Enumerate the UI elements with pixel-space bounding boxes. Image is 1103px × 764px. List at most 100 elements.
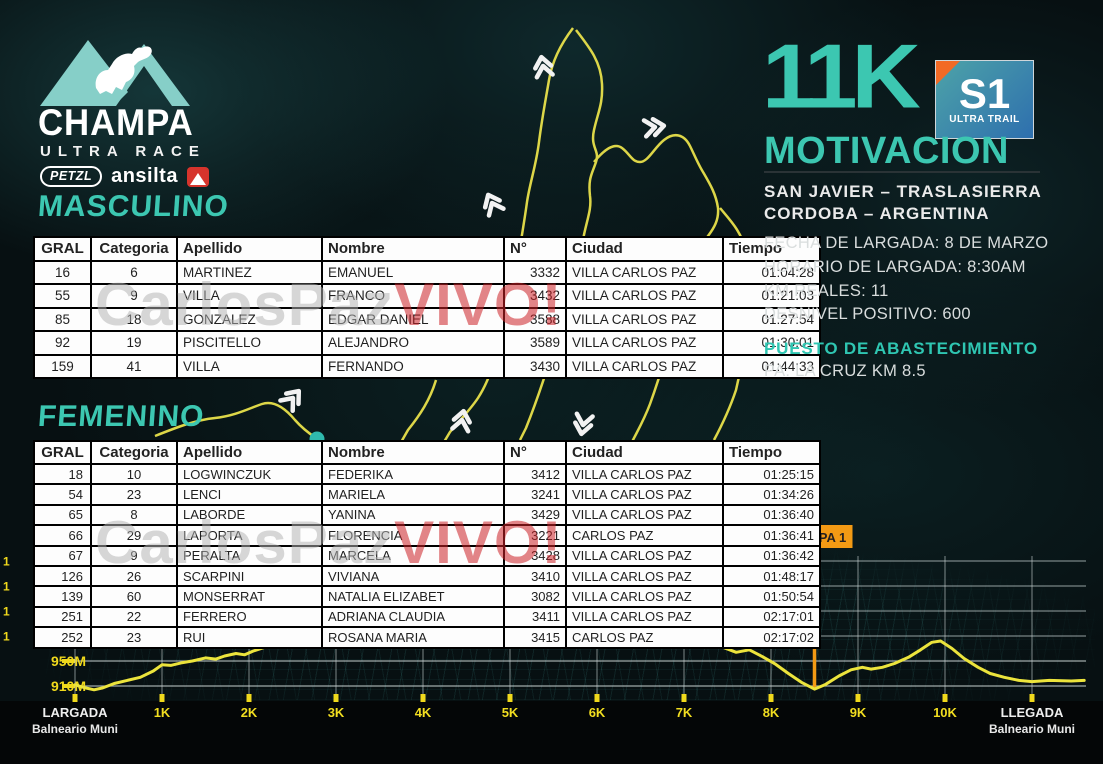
watermark: CarlosPazVIVO!	[95, 270, 563, 339]
pa1-flag-label: PA 1	[819, 530, 846, 545]
x-axis-label: 6K	[589, 705, 606, 720]
table-cell: YANINA	[321, 503, 505, 527]
route-direction-chevron-icon	[641, 116, 667, 139]
table-row: 55 9 VILLA FRANCO 3432 VILLA CARLOS PAZ 01:21:…	[33, 283, 821, 309]
table-cell: MARTINEZ	[176, 259, 323, 285]
table-cell: 251	[33, 605, 92, 629]
table-cell: 01:48:17	[722, 564, 821, 588]
badge-corner-triangle	[936, 61, 960, 85]
table-cell: 01:30:01	[722, 330, 821, 356]
x-axis-sublabel: Balneario Muni	[989, 722, 1075, 736]
route-direction-chevron-icon	[482, 192, 506, 218]
table-cell: 01:44:33	[722, 353, 821, 379]
table-cell: 3332	[503, 259, 567, 285]
table-cell: VILLA CARLOS PAZ	[565, 544, 724, 567]
table-cell: LOGWINCZUK	[176, 462, 323, 486]
y-axis-partial-label: 1	[3, 630, 10, 644]
table-cell: 01:36:42	[722, 544, 821, 567]
table-cell: 3415	[503, 626, 567, 649]
bottom-band	[0, 701, 1103, 764]
table-cell: 3412	[503, 462, 567, 486]
table-cell: 23	[90, 483, 178, 506]
badge-label: ULTRA TRAIL	[949, 114, 1020, 125]
column-header: Nombre	[321, 236, 505, 262]
x-axis-tick	[855, 694, 861, 702]
table-cell: NATALIA ELIZABET	[321, 585, 505, 608]
route-direction-chevron-icon	[450, 408, 472, 434]
table-cell: 54	[33, 483, 92, 506]
table-cell: VILLA CARLOS PAZ	[565, 330, 724, 356]
event-distance: 11K	[762, 25, 921, 128]
table-cell: 10	[90, 462, 178, 486]
x-axis-tick	[1029, 694, 1035, 702]
table-cell: 3221	[503, 524, 567, 547]
x-axis-tick	[507, 694, 513, 702]
table-cell: LAPORTA	[176, 524, 323, 547]
table-cell: 3428	[503, 544, 567, 567]
x-axis-label: 2K	[241, 705, 258, 720]
x-axis-label: 8K	[763, 705, 780, 720]
s1-ultra-trail-badge: S1 ULTRA TRAIL	[935, 60, 1034, 139]
table-cell: CARLOS PAZ	[565, 626, 724, 649]
route-direction-chevron-icon	[533, 54, 555, 80]
table-cell: MARIELA	[321, 483, 505, 506]
event-detail-elevation-gain: DESNIVEL POSITIVO: 600	[764, 305, 971, 323]
column-header: Ciudad	[565, 440, 724, 465]
x-axis-label: 3K	[328, 705, 345, 720]
x-axis-tick	[594, 694, 600, 702]
table-cell: 252	[33, 626, 92, 649]
results-table-masculino: GRAL Categoria Apellido Nombre N° Ciudad Tiemp…	[33, 236, 821, 379]
logo-title: CHAMPA	[38, 102, 194, 143]
x-axis-tick	[420, 694, 426, 702]
column-header: Nombre	[321, 440, 505, 465]
table-cell: VILLA CARLOS PAZ	[565, 564, 724, 588]
table-cell: VILLA CARLOS PAZ	[565, 306, 724, 332]
table-cell: 3430	[503, 353, 567, 379]
table-cell: 3410	[503, 564, 567, 588]
table-row: 66 29 LAPORTA FLORENCIA 3221 CARLOS PAZ 01:36:…	[33, 524, 821, 547]
table-cell: VILLA CARLOS PAZ	[565, 353, 724, 379]
column-header: Categoria	[90, 440, 178, 465]
y-axis-partial-label: 1	[3, 605, 10, 619]
table-cell: 41	[90, 353, 178, 379]
x-axis-label: 4K	[415, 705, 432, 720]
table-row: 126 26 SCARPINI VIVIANA 3410 VILLA CARLOS PAZ…	[33, 564, 821, 588]
event-location-1: SAN JAVIER – TRASLASIERRA	[764, 182, 1042, 201]
x-axis-tick	[768, 694, 774, 702]
column-header: N°	[503, 440, 567, 465]
table-cell: CARLOS PAZ	[565, 524, 724, 547]
table-row: 67 9 PERALTA MARCELA 3428 VILLA CARLOS PAZ 01:…	[33, 544, 821, 567]
table-cell: 55	[33, 283, 92, 309]
table-cell: 3589	[503, 330, 567, 356]
table-cell: MONSERRAT	[176, 585, 323, 608]
column-header: Ciudad	[565, 236, 724, 262]
table-cell: VILLA CARLOS PAZ	[565, 462, 724, 486]
watermark-red: VIVO!	[394, 509, 563, 576]
table-cell: 139	[33, 585, 92, 608]
table-cell: SCARPINI	[176, 564, 323, 588]
ansilta-logo-icon	[186, 166, 209, 187]
event-detail-time: HORARIO DE LARGADA: 8:30AM	[764, 258, 1026, 276]
x-axis-tick	[246, 694, 252, 702]
watermark: CarlosPazVIVO!	[95, 508, 563, 577]
logo-subtitle: ULTRA RACE	[40, 143, 206, 160]
table-cell: 01:27:54	[722, 306, 821, 332]
table-cell: FEDERIKA	[321, 462, 505, 486]
table-cell: 02:17:02	[722, 626, 821, 649]
table-cell: 01:25:15	[722, 462, 821, 486]
event-name: MOTIVACION	[764, 130, 1009, 172]
x-axis-sublabel: Balneario Muni	[32, 722, 118, 736]
table-header: GRAL Categoria Apellido Nombre N° Ciudad Tiemp…	[33, 440, 821, 465]
table-cell: 85	[33, 306, 92, 332]
column-header: Tiempo	[722, 440, 821, 465]
table-cell: ADRIANA CLAUDIA	[321, 605, 505, 629]
route-direction-chevron-icon	[573, 411, 595, 437]
table-cell: VILLA CARLOS PAZ	[565, 483, 724, 506]
column-header: Categoria	[90, 236, 178, 262]
event-detail-km: KM REALES: 11	[764, 282, 889, 300]
table-cell: 65	[33, 503, 92, 527]
table-cell: 3432	[503, 283, 567, 309]
table-cell: FLORENCIA	[321, 524, 505, 547]
table-cell: VILLA CARLOS PAZ	[565, 585, 724, 608]
x-axis-label: 5K	[502, 705, 519, 720]
